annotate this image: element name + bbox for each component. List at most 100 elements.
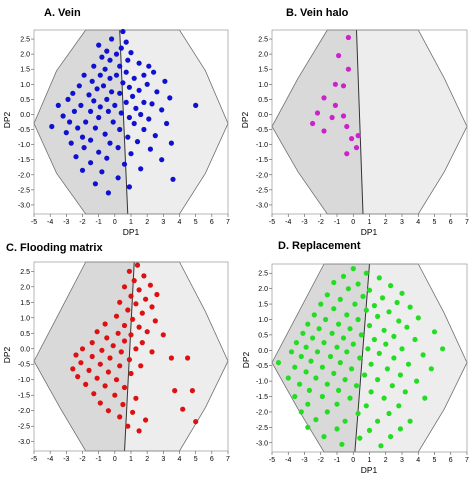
data-point <box>79 167 86 173</box>
data-point <box>288 349 295 355</box>
y-tick-label: -3.0 <box>256 440 268 447</box>
data-point <box>404 324 410 330</box>
x-tick-label: -5 <box>269 457 275 464</box>
x-tick-label: -2 <box>79 456 85 463</box>
data-point <box>352 301 358 307</box>
data-point <box>147 282 153 288</box>
x-tick-label: 6 <box>210 456 214 463</box>
data-point <box>313 375 319 381</box>
x-tick-label: 1 <box>368 457 372 464</box>
data-point <box>149 349 155 355</box>
data-point <box>125 134 131 140</box>
data-point <box>113 313 120 319</box>
data-point <box>345 34 351 41</box>
x-tick-label: 1 <box>129 219 133 226</box>
data-point <box>109 89 115 95</box>
y-tick-label: -2.5 <box>18 187 30 194</box>
y-tick-label: -1.5 <box>18 393 30 400</box>
x-tick-label: 0 <box>351 219 355 226</box>
panel-b-vein-halo: -5 -4 -3 -2 -1 0 1 2 3 4 5 6 7 2.5 2.0 1.5 1.0 0.5 0.0 -0.5… <box>240 7 469 237</box>
data-point <box>136 287 142 293</box>
y-tick-label: 0.5 <box>20 331 30 338</box>
data-point <box>420 352 426 358</box>
data-point <box>117 414 123 420</box>
data-point <box>118 45 124 51</box>
data-point <box>68 140 74 146</box>
hull-left-region <box>34 262 135 451</box>
data-point <box>144 329 150 335</box>
data-point <box>81 72 87 78</box>
x-tick-label: 0 <box>113 219 117 226</box>
x-tick-label: 5 <box>194 456 198 463</box>
data-point <box>71 108 77 114</box>
data-point <box>105 190 111 196</box>
data-point <box>162 78 168 84</box>
data-point <box>340 273 347 279</box>
data-point <box>306 387 312 393</box>
data-point <box>104 335 110 341</box>
data-point <box>110 119 116 125</box>
data-point <box>394 299 400 306</box>
data-point <box>152 133 158 139</box>
data-point <box>99 169 105 175</box>
data-point <box>139 340 145 346</box>
data-point <box>358 332 364 338</box>
data-point <box>337 360 343 366</box>
data-point <box>293 340 299 346</box>
data-point <box>81 145 87 151</box>
data-point <box>125 423 131 429</box>
data-point <box>109 36 115 42</box>
data-point <box>303 369 309 375</box>
data-point <box>112 392 118 398</box>
data-point <box>336 321 342 327</box>
data-point <box>368 361 374 367</box>
data-point <box>76 83 82 89</box>
data-point <box>399 346 405 352</box>
data-point <box>316 326 322 332</box>
data-point <box>107 57 113 63</box>
x-axis-label: DP1 <box>361 465 378 475</box>
data-point <box>133 346 139 352</box>
data-point <box>342 418 348 424</box>
data-point <box>340 335 347 341</box>
data-point <box>324 381 330 387</box>
data-point <box>375 377 381 383</box>
y-tick-label: 0.0 <box>20 112 30 119</box>
data-point <box>89 78 95 84</box>
y-tick-label: -1.5 <box>256 394 268 401</box>
data-point <box>141 99 147 105</box>
data-point <box>357 435 363 441</box>
data-point <box>91 63 97 69</box>
data-point <box>396 318 402 324</box>
data-point <box>347 326 353 332</box>
data-point <box>141 72 147 78</box>
data-point <box>136 324 142 330</box>
y-tick-label: -0.5 <box>18 127 30 134</box>
data-point <box>305 321 311 327</box>
data-point <box>164 120 170 127</box>
data-point <box>331 279 337 286</box>
y-tick-label: 0.0 <box>258 348 268 355</box>
data-point <box>353 383 360 389</box>
data-point <box>363 403 369 409</box>
data-point <box>379 295 386 301</box>
plot-area: -5 -4 -3 -2 -1 0 1 2 3 4 5 6 7 2.5 2.0 1.5 1.0 0.5 0.0 -0.5… <box>18 28 230 226</box>
data-point <box>121 322 128 329</box>
data-point <box>60 113 66 119</box>
y-tick-label: 2.0 <box>20 284 30 291</box>
data-point <box>405 361 412 367</box>
data-point <box>362 372 368 378</box>
data-point <box>110 343 116 349</box>
y-tick-label: 2.5 <box>20 37 30 44</box>
x-tick-label: 2 <box>384 219 388 226</box>
data-point <box>332 102 338 108</box>
x-tick-label: 1 <box>129 456 133 463</box>
data-point <box>104 48 110 54</box>
data-point <box>414 378 420 384</box>
data-point <box>189 388 195 394</box>
data-point <box>130 409 136 415</box>
y-tick-label: -1.5 <box>256 157 268 164</box>
data-point <box>275 360 282 366</box>
data-point <box>79 134 86 140</box>
data-point <box>388 283 394 289</box>
